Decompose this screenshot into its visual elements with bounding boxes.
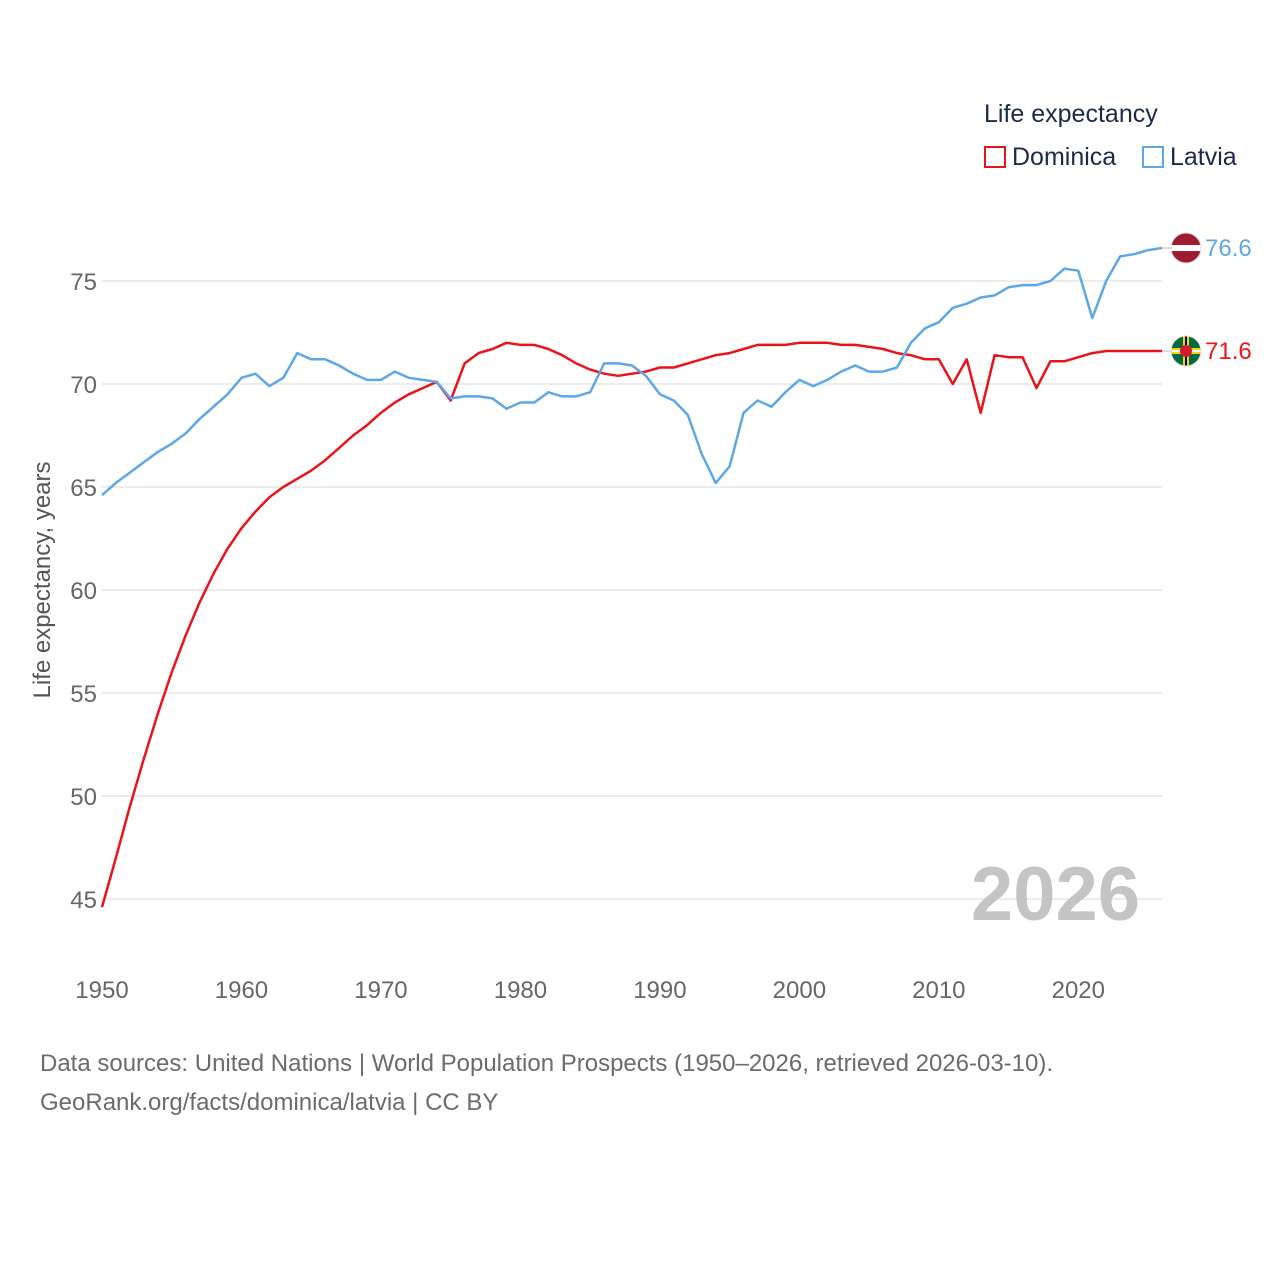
legend-item-dominica[interactable]: Dominica	[984, 142, 1116, 172]
y-tick-label-70: 70	[70, 372, 97, 399]
legend-label-latvia: Latvia	[1170, 142, 1237, 171]
year-watermark: 2026	[971, 852, 1140, 937]
legend-swatch-latvia	[1142, 146, 1164, 168]
source-text: Data sources: United Nations | World Pop…	[40, 1050, 1054, 1077]
y-tick-label-55: 55	[70, 681, 97, 708]
legend-label-dominica: Dominica	[1012, 142, 1117, 171]
end-value-label-dominica: 71.6	[1205, 338, 1252, 365]
x-tick-label-1950: 1950	[75, 977, 128, 1004]
legend-swatch-dominica	[984, 146, 1006, 168]
dominica-flag-icon	[1170, 335, 1202, 367]
series-line-latvia	[101, 246, 1163, 497]
x-tick-label-1990: 1990	[633, 977, 686, 1004]
end-value-label-latvia: 76.6	[1205, 235, 1252, 262]
latvia-flag-icon	[1170, 232, 1202, 264]
legend-title: Life expectancy	[984, 100, 1158, 128]
y-axis-label: Life expectancy, years	[29, 461, 56, 699]
x-tick-label-1960: 1960	[215, 977, 268, 1004]
y-tick-label-45: 45	[70, 887, 97, 914]
x-tick-label-2000: 2000	[773, 977, 826, 1004]
y-tick-label-65: 65	[70, 475, 97, 502]
legend-item-latvia[interactable]: Latvia	[1142, 142, 1237, 172]
y-tick-label-50: 50	[70, 784, 97, 811]
x-tick-label-2010: 2010	[912, 977, 965, 1004]
x-tick-label-2020: 2020	[1052, 977, 1105, 1004]
y-tick-label-60: 60	[70, 578, 97, 605]
source-link[interactable]: GeoRank.org/facts/dominica/latvia | CC B…	[40, 1089, 499, 1116]
x-tick-label-1970: 1970	[354, 977, 407, 1004]
series-line-dominica	[100, 341, 1162, 908]
x-tick-label-1980: 1980	[494, 977, 547, 1004]
footer: Data sources: United Nations | World Pop…	[40, 1044, 1053, 1122]
y-tick-label-75: 75	[70, 269, 97, 296]
